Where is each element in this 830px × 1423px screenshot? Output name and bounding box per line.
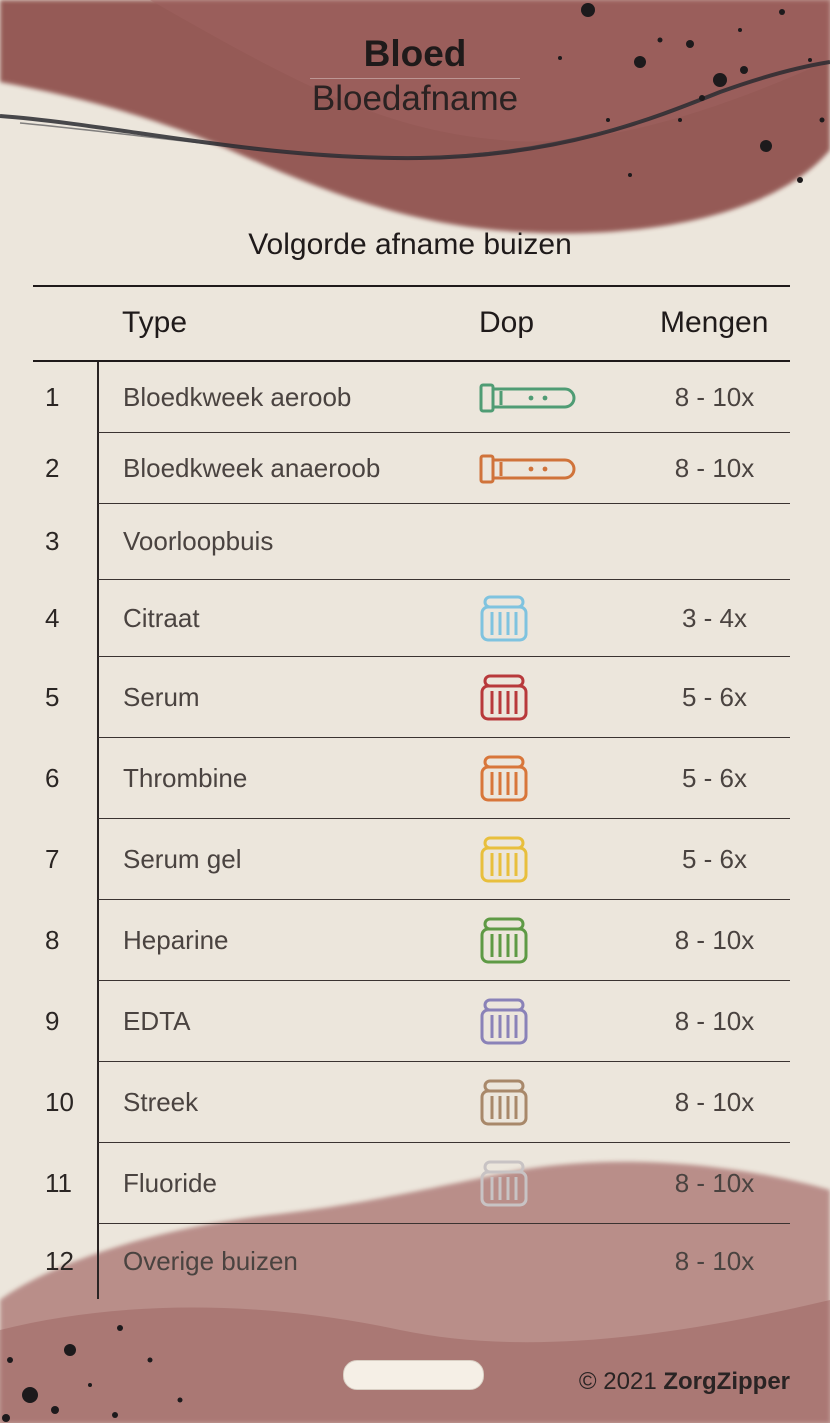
tube-type: Serum — [123, 681, 200, 712]
copyright-text: © 2021 — [578, 1368, 657, 1395]
row-divider — [98, 503, 790, 504]
section-title: Volgorde afname buizen — [248, 228, 572, 261]
row-divider — [98, 1142, 790, 1143]
tube-cap-icon — [479, 594, 529, 649]
tube-type: Serum gel — [123, 843, 242, 874]
row-number: 10 — [45, 1086, 74, 1117]
row-number: 4 — [45, 602, 60, 633]
row-divider — [98, 1223, 790, 1224]
table-row: 6 Thrombine 5 - 6x — [33, 738, 790, 819]
table-row: 11 Fluoride 8 - 10x — [33, 1143, 790, 1224]
tube-cap-icon — [479, 835, 529, 890]
row-number: 11 — [45, 1167, 72, 1198]
table-row: 10 Streek 8 - 10x — [33, 1062, 790, 1143]
tube-type: Fluoride — [123, 1167, 217, 1198]
tube-type: Voorloopbuis — [123, 526, 274, 556]
row-divider — [98, 899, 790, 900]
mix-count: 5 - 6x — [681, 843, 748, 874]
tube-type: Streek — [123, 1086, 199, 1117]
row-number: 3 — [45, 526, 60, 556]
header-bottom-border — [33, 360, 790, 362]
row-divider — [98, 980, 790, 981]
tube-type: EDTA — [123, 1005, 191, 1036]
bottle-cap-icon — [479, 381, 581, 420]
row-number: 8 — [45, 924, 60, 955]
tube-type: Bloedkweek anaeroob — [123, 452, 381, 483]
row-number: 5 — [45, 681, 60, 712]
table-row: 3 Voorloopbuis — [33, 504, 790, 580]
table-row: 8 Heparine 8 - 10x — [33, 900, 790, 981]
mix-count: 5 - 6x — [681, 762, 748, 793]
column-divider — [97, 362, 99, 1299]
row-divider — [98, 1061, 790, 1062]
tube-cap-icon — [479, 673, 529, 728]
mix-count: 5 - 6x — [681, 681, 748, 712]
row-number: 7 — [45, 843, 60, 874]
row-divider — [98, 432, 790, 433]
table-row: 4 Citraat 3 - 4x — [33, 580, 790, 657]
mix-count: 8 - 10x — [674, 924, 755, 955]
page-subtitle: Bloedafname — [309, 78, 521, 118]
row-divider — [98, 579, 790, 580]
row-number: 2 — [45, 452, 60, 483]
row-number: 12 — [45, 1246, 74, 1276]
column-header-mix: Mengen — [660, 306, 769, 339]
tube-type: Bloedkweek aeroob — [123, 381, 352, 412]
row-divider — [98, 818, 790, 819]
table-row: 5 Serum 5 - 6x — [33, 657, 790, 738]
column-header-cap: Dop — [479, 306, 535, 339]
row-number: 9 — [45, 1005, 60, 1036]
footer-credit: © 2021 ZorgZipper — [579, 1368, 790, 1396]
table-row: 2 Bloedkweek anaeroob 8 - 10x — [33, 433, 790, 504]
tube-type: Overige buizen — [123, 1246, 298, 1276]
bottle-cap-icon — [479, 452, 581, 491]
page-title: Bloed — [363, 33, 467, 74]
page-header: Bloed Bloedafname — [0, 30, 830, 119]
brand-name: ZorgZipper — [663, 1368, 790, 1395]
tube-type: Heparine — [123, 924, 229, 955]
tube-type: Citraat — [123, 602, 200, 633]
table-row: 7 Serum gel 5 - 6x — [33, 819, 790, 900]
table-row: 9 EDTA 8 - 10x — [33, 981, 790, 1062]
tube-cap-icon — [479, 916, 529, 971]
table-top-border — [33, 285, 790, 287]
row-number: 6 — [45, 762, 60, 793]
mix-count: 8 - 10x — [674, 1086, 755, 1117]
tube-cap-icon — [479, 1159, 529, 1214]
mix-count: 8 - 10x — [674, 1167, 755, 1198]
tube-type: Thrombine — [123, 762, 248, 793]
tube-cap-icon — [479, 997, 529, 1052]
table-row: 1 Bloedkweek aeroob 8 - 10x — [33, 362, 790, 433]
table-row: 12 Overige buizen 8 - 10x — [33, 1224, 790, 1300]
row-number: 1 — [45, 381, 60, 412]
column-header-type: Type — [122, 306, 188, 339]
mix-count: 3 - 4x — [681, 602, 748, 633]
home-indicator[interactable] — [343, 1360, 484, 1390]
mix-count: 8 - 10x — [674, 1005, 755, 1036]
mix-count: 8 - 10x — [674, 381, 755, 412]
tube-cap-icon — [479, 1078, 529, 1133]
row-divider — [98, 737, 790, 738]
tube-cap-icon — [479, 754, 529, 809]
mix-count: 8 - 10x — [674, 1246, 755, 1276]
mix-count: 8 - 10x — [674, 452, 755, 483]
row-divider — [98, 656, 790, 657]
